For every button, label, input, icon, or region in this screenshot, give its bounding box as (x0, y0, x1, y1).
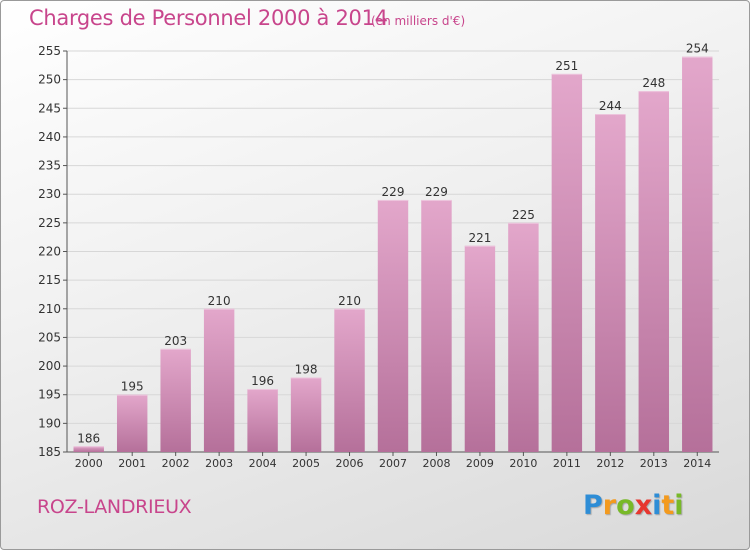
data-label: 198 (295, 363, 318, 377)
data-label: 251 (555, 59, 578, 73)
y-tick-label: 245 (38, 101, 61, 115)
bar (682, 56, 713, 452)
data-label: 254 (686, 42, 709, 56)
x-tick-label: 2011 (553, 457, 581, 470)
data-label: 210 (208, 294, 231, 308)
y-tick-label: 250 (38, 73, 61, 87)
data-label: 244 (599, 99, 622, 113)
logo-letter: P (583, 490, 603, 521)
logo-letter: r (602, 490, 617, 521)
x-tick-label: 2013 (640, 457, 668, 470)
bars (73, 56, 713, 453)
bar (638, 91, 670, 452)
y-tick-label: 205 (38, 330, 61, 344)
bar (377, 199, 409, 452)
y-tick-label: 190 (38, 416, 61, 430)
axes: 185 190 195 200 205 210 215 220 225 230 235 240 245 2… (38, 44, 719, 470)
data-label: 196 (251, 374, 274, 388)
y-tick-label: 210 (38, 302, 61, 316)
x-tick-label: 2002 (162, 457, 190, 470)
data-label: 229 (382, 185, 405, 199)
y-tick-label: 195 (38, 388, 61, 402)
bar (464, 245, 496, 452)
y-tick-label: 225 (38, 216, 61, 230)
bar (203, 308, 235, 452)
bar (73, 446, 104, 452)
x-tick-label: 2006 (336, 457, 364, 470)
bar (595, 114, 626, 452)
y-tick-label: 230 (38, 187, 61, 201)
x-tick-label: 2001 (118, 457, 146, 470)
x-tick-label: 2012 (596, 457, 624, 470)
y-tick-label: 220 (38, 245, 61, 259)
logo-letter: o (616, 490, 635, 521)
x-tick-label: 2014 (683, 457, 711, 470)
x-tick-label: 2008 (422, 457, 450, 470)
x-tick-label: 2003 (205, 457, 233, 470)
data-label: 221 (468, 231, 491, 245)
data-label: 210 (338, 294, 361, 308)
bar (247, 388, 278, 452)
data-label: 186 (77, 431, 100, 445)
logo-letter: i (674, 490, 684, 521)
y-tick-label: 255 (38, 44, 61, 58)
bar (551, 73, 583, 453)
data-label: 229 (425, 185, 448, 199)
data-label: 195 (121, 380, 144, 394)
logo-letter: i (652, 490, 662, 521)
proxiti-logo: Proxiti (583, 490, 684, 521)
y-tick-label: 185 (38, 445, 61, 459)
data-label: 203 (164, 334, 187, 348)
bar (160, 348, 191, 452)
y-tick-label: 240 (38, 130, 61, 144)
data-labels: 186 195 203 210 196 198 210 229 229 221 225 251 244 2… (77, 42, 708, 446)
bar (116, 394, 148, 452)
chart-title: Charges de Personnel 2000 à 2014 (29, 6, 388, 30)
x-tick-label: 2009 (466, 457, 494, 470)
bar (421, 199, 452, 452)
place-name: ROZ-LANDRIEUX (37, 496, 192, 518)
y-tick-label: 235 (38, 159, 61, 173)
y-tick-label: 200 (38, 359, 61, 373)
bar (334, 308, 365, 452)
logo-letter: t (661, 490, 675, 521)
x-tick-label: 2000 (75, 457, 103, 470)
y-tick-label: 215 (38, 273, 61, 287)
logo-letter: x (634, 490, 653, 521)
x-tick-label: 2004 (249, 457, 277, 470)
data-label: 248 (642, 76, 665, 90)
x-tick-label: 2007 (379, 457, 407, 470)
bar (290, 377, 322, 452)
data-label: 225 (512, 208, 535, 222)
chart-subtitle: (en milliers d'€) (371, 14, 466, 28)
x-tick-label: 2010 (509, 457, 537, 470)
x-tick-label: 2005 (292, 457, 320, 470)
bar (508, 222, 539, 452)
